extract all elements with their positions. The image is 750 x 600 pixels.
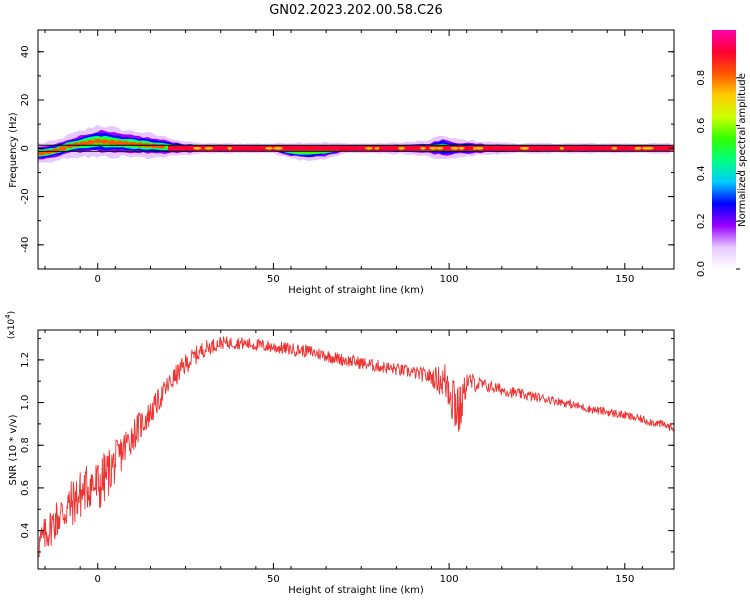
spectrogram-ridge-blob	[135, 142, 144, 147]
snr-scale-suffix: )	[7, 311, 17, 315]
x-tick-label: 150	[615, 274, 634, 285]
spectrogram-ridge-fleck	[374, 146, 380, 150]
spectrogram-ridge-blob	[72, 142, 81, 147]
spectrogram-ridge-fleck	[519, 146, 530, 150]
x-tick-label: 50	[267, 574, 280, 585]
y-tick-label: 1.2	[20, 352, 31, 368]
spectrogram-ridge-blob	[121, 141, 130, 146]
spectrogram-ridge-fleck	[420, 146, 426, 150]
chart-title: GN02.2023.202.00.58.C26	[269, 3, 443, 18]
colorbar-label: Normalized spectral amplitude	[737, 73, 748, 227]
spectrogram-ridge-fleck	[611, 146, 618, 150]
spectrogram-ridge-blob	[114, 140, 123, 146]
x-tick-label: 50	[267, 274, 280, 285]
colorbar-ticks: 0.0 0.2 0.4 0.6 0.8	[696, 70, 740, 277]
y-tick-label: 20	[20, 94, 31, 107]
snr-plot-area	[38, 330, 674, 569]
spectrogram-ridge-fleck	[227, 146, 232, 150]
colorbar-tick-label: 0.0	[696, 261, 707, 277]
spectrogram-ridge-fleck	[559, 146, 565, 150]
y-tick-label: -40	[20, 237, 31, 253]
spectrogram-ridge-fleck	[472, 146, 478, 150]
colorbar-tick-label: 0.2	[696, 213, 707, 229]
spectrogram-heatmap	[38, 124, 674, 164]
spectrogram-band-layer	[38, 127, 671, 161]
colorbar-gradient	[712, 30, 736, 269]
colorbar-tick-label: 0.4	[696, 165, 707, 181]
spectrogram-ridge-fleck	[397, 146, 405, 150]
x-tick-label: 100	[440, 274, 459, 285]
y-tick-label: 0.8	[20, 437, 31, 453]
colorbar-tick-label: 0.6	[696, 118, 707, 134]
y-tick-label: 0.6	[20, 480, 31, 496]
spectrogram-panel: 0 50 100 150 -40 -20 0 20 40 Height of straight …	[8, 29, 675, 296]
spectrogram-ridge-blob	[86, 140, 95, 145]
spectrogram-ridge-blob	[38, 150, 46, 156]
spectrogram-ridge-fleck	[364, 146, 373, 150]
snr-panel: 0 50 100 150 0.4 0.6 0.8 1.0 1.2 Height of strai…	[4, 311, 675, 596]
spectrogram-ridge-blob	[107, 140, 116, 145]
snr-line	[38, 336, 674, 558]
spectrogram-ridge-blob	[65, 143, 74, 149]
x-tick-label: 0	[95, 574, 101, 585]
x-tick-label: 100	[440, 574, 459, 585]
spectrogram-frame	[37, 29, 675, 270]
snr-y-scale-note: (x104)	[4, 311, 17, 339]
y-tick-label: 0.4	[20, 523, 31, 539]
snr-scale-exponent: 4	[4, 314, 12, 319]
snr-scale-prefix: (x10	[7, 319, 17, 340]
snr-axes: 0 50 100 150 0.4 0.6 0.8 1.0 1.2	[20, 330, 674, 585]
snr-x-axis-label: Height of straight line (km)	[288, 585, 424, 596]
spectrogram-ridge-fleck	[265, 146, 273, 150]
spectrogram-ridge-fleck	[641, 146, 650, 150]
svg-text:(x104): (x104)	[4, 311, 17, 339]
spectrogram-y-axis-label: Frequency (Hz)	[8, 112, 19, 188]
snr-series	[38, 336, 674, 558]
spectrogram-ridge-fleck	[476, 146, 484, 150]
y-tick-label: -20	[20, 188, 31, 204]
snr-y-axis-label: SNR (10 * v/v)	[8, 414, 19, 485]
spectrogram-ridge-fleck	[204, 146, 214, 150]
snr-frame	[37, 329, 675, 570]
x-tick-label: 150	[615, 574, 634, 585]
spectrogram-ridge-blob	[51, 148, 60, 153]
colorbar-tick-label: 0.8	[696, 70, 707, 86]
spectrogram-ridge-fleck	[428, 146, 437, 150]
spectrogram-ridge-blob	[149, 143, 158, 149]
spectrogram-ridge-blob	[79, 141, 88, 146]
spectrogram-ridge-fleck	[458, 146, 465, 150]
spectrogram-ridge-blob	[44, 149, 53, 155]
spectrogram-x-axis-label: Height of straight line (km)	[288, 285, 424, 296]
x-tick-label: 0	[95, 274, 101, 285]
y-tick-label: 0	[20, 145, 31, 151]
spectrogram-ridge-blob	[93, 138, 102, 144]
y-tick-label: 40	[20, 45, 31, 58]
spectrogram-ridge-fleck	[435, 146, 444, 150]
spectrogram-ridge-fleck	[450, 146, 459, 150]
y-tick-label: 1.0	[20, 395, 31, 411]
spectrogram-ridge-blob	[58, 146, 67, 151]
spectrogram-ridge-fleck	[273, 146, 284, 150]
spectrogram-ridge-fleck	[634, 146, 640, 150]
spectrogram-ridge-fleck	[192, 146, 202, 150]
colorbar: 0.0 0.2 0.4 0.6 0.8 Normalized spectral ampl…	[696, 30, 748, 277]
spectrogram-ridge-blob	[100, 139, 109, 144]
